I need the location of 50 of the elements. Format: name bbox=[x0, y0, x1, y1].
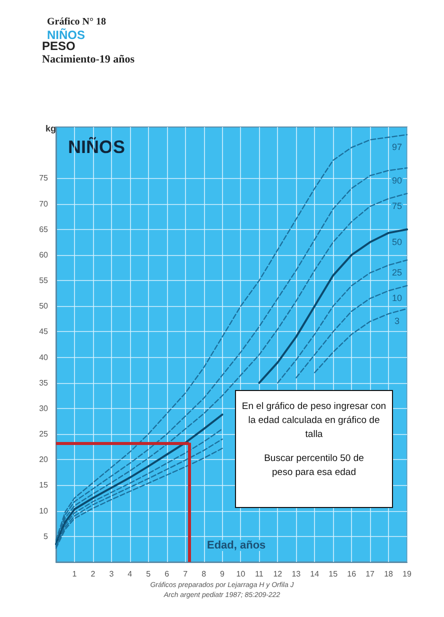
y-tick-label: 50 bbox=[39, 302, 49, 311]
series-label: 10 bbox=[392, 293, 402, 304]
y-tick-label: 75 bbox=[39, 174, 49, 183]
x-tick-label: 3 bbox=[109, 570, 114, 578]
x-tick-label: 17 bbox=[366, 570, 376, 578]
annotation: En el gráfico de peso ingresar con la edad calculada en gráfico de talla bbox=[240, 400, 388, 442]
y-tick-label: 15 bbox=[39, 480, 49, 490]
x-tick-label: 5 bbox=[146, 570, 152, 578]
x-tick-label: 7 bbox=[183, 570, 188, 578]
x-tick-label: 15 bbox=[328, 570, 338, 578]
x-axis-title: Edad, años bbox=[207, 540, 266, 552]
series-label: 90 bbox=[392, 175, 402, 186]
x-tick-label: 13 bbox=[292, 570, 302, 578]
series-label: 50 bbox=[392, 236, 402, 247]
annotation: Buscar percentilo 50 de peso para esa edad bbox=[263, 452, 365, 480]
x-tick-label: 9 bbox=[220, 570, 226, 578]
x-tick-label: 4 bbox=[128, 570, 133, 578]
series-label: 97 bbox=[392, 142, 402, 152]
y-tick-label: 25 bbox=[39, 430, 49, 439]
x-tick-label: 2 bbox=[90, 570, 96, 578]
chart-subtitle: NIÑOS bbox=[47, 28, 86, 42]
y-tick-label: 30 bbox=[39, 404, 49, 413]
x-tick-label: 12 bbox=[273, 570, 283, 578]
x-tick-label: 1 bbox=[72, 570, 78, 578]
x-tick-label: 8 bbox=[202, 570, 207, 578]
chart-title: Gráfico N° 18 bbox=[47, 16, 106, 28]
x-tick-label: 11 bbox=[255, 570, 264, 578]
series-label: 25 bbox=[392, 268, 402, 278]
x-tick-label: 10 bbox=[236, 570, 246, 578]
text: PESO bbox=[42, 39, 76, 53]
x-tick-label: 6 bbox=[164, 570, 170, 578]
y-tick-label: 40 bbox=[39, 352, 49, 362]
note-box: En el gráfico de peso ingresar con la edad calculada en gráfico de talla Buscar percentilo 50 de peso para esa edad bbox=[235, 390, 393, 508]
y-tick-label: 35 bbox=[39, 378, 49, 388]
x-tick-label: 18 bbox=[384, 570, 394, 578]
y-tick-label: 20 bbox=[39, 455, 49, 464]
series-label: 75 bbox=[392, 201, 402, 212]
y-tick-label: 5 bbox=[44, 532, 49, 541]
text: Nacimiento-19 años bbox=[42, 54, 136, 66]
x-tick-label: 16 bbox=[347, 570, 357, 578]
series-label: 3 bbox=[394, 316, 400, 326]
y-tick-label: 45 bbox=[39, 327, 49, 336]
y-tick-label: 70 bbox=[39, 199, 49, 208]
y-axis-title: kg bbox=[45, 124, 56, 134]
y-tick-label: 10 bbox=[39, 506, 49, 516]
y-tick-label: 65 bbox=[39, 224, 49, 234]
x-tick-label: 19 bbox=[402, 570, 412, 578]
y-tick-label: 55 bbox=[39, 276, 49, 286]
x-tick-label: 14 bbox=[310, 570, 320, 578]
y-tick-label: 60 bbox=[39, 250, 49, 260]
